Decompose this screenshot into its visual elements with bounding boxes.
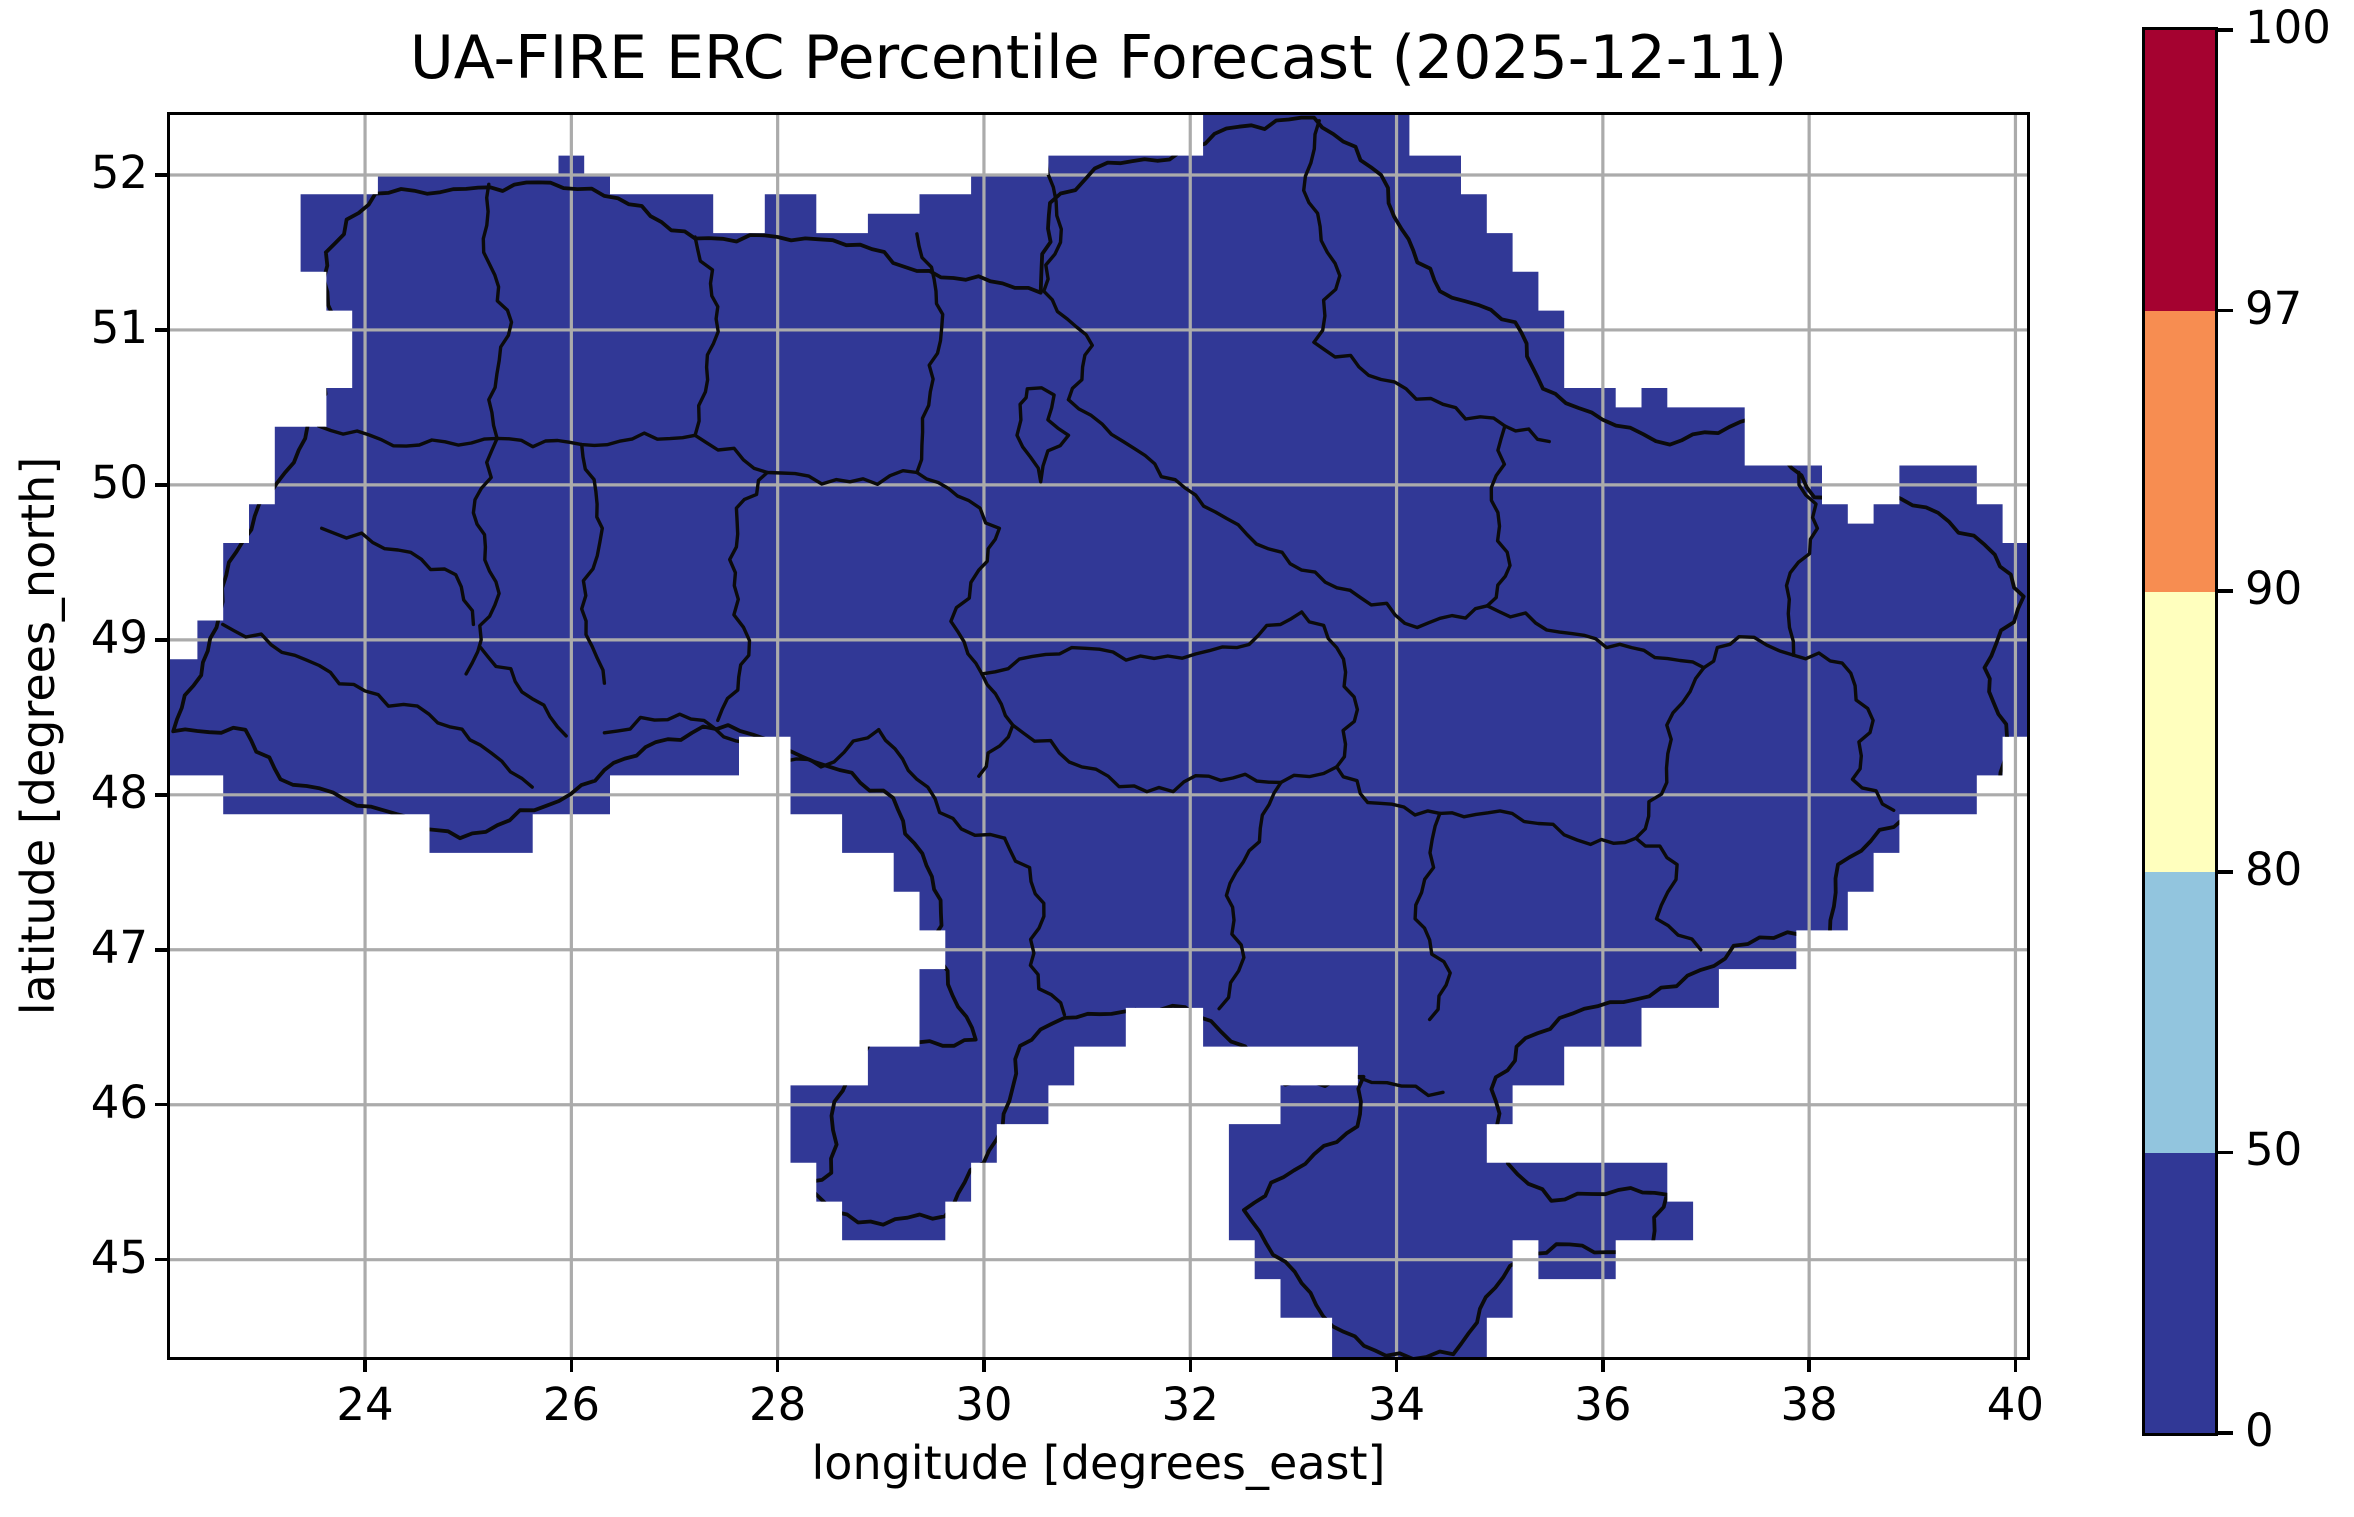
country-border-line xyxy=(170,115,2026,1357)
oblast-boundary-line xyxy=(979,609,1303,676)
y-tick-mark xyxy=(155,793,170,797)
y-tick-mark xyxy=(155,638,170,642)
colorbar-tick-mark xyxy=(2218,870,2233,874)
x-tick-mark xyxy=(1394,1357,1399,1372)
oblast-boundary-line xyxy=(692,234,720,437)
x-tick-label: 28 xyxy=(749,1378,807,1431)
map-axes xyxy=(166,111,2030,1360)
y-tick-mark xyxy=(155,1257,170,1262)
x-tick-label: 36 xyxy=(1574,1378,1632,1431)
y-tick-label: 46 xyxy=(90,1075,148,1129)
ukraine-map-canvas xyxy=(169,114,2027,1357)
oblast-boundary-line xyxy=(876,727,1006,840)
oblast-boundary-line xyxy=(914,231,944,474)
colorbar-segment xyxy=(2145,1152,2215,1434)
x-tick-mark xyxy=(2013,1357,2018,1372)
y-tick-label: 51 xyxy=(90,300,148,354)
x-tick-label: 34 xyxy=(1367,1378,1426,1431)
oblast-boundary-line xyxy=(1334,764,1638,846)
oblast-boundary-line xyxy=(1347,588,1489,629)
oblast-boundary-line xyxy=(692,433,919,486)
oblast-boundary-line xyxy=(1066,397,1352,592)
oblast-boundary-line xyxy=(1633,665,1706,840)
oblast-boundary-line xyxy=(1791,650,1895,812)
oblast-boundary-line xyxy=(220,622,534,789)
x-axis-label: longitude [degrees_east] xyxy=(811,1436,1386,1490)
y-tick-label: 50 xyxy=(90,455,148,509)
x-tick-mark xyxy=(775,1357,780,1372)
oblast-boundary-line xyxy=(1784,470,1819,657)
oblast-boundary-line xyxy=(715,470,769,722)
colorbar-tick-mark xyxy=(2218,308,2233,313)
oblast-boundary-line xyxy=(1041,157,1094,401)
oblast-boundary-line xyxy=(1311,340,1551,443)
oblast-boundary-line xyxy=(316,423,697,448)
x-tick-label: 26 xyxy=(542,1378,600,1431)
x-tick-label: 32 xyxy=(1161,1378,1219,1431)
oblast-boundary-line xyxy=(1216,780,1283,1010)
x-tick-label: 38 xyxy=(1780,1378,1838,1431)
x-tick-mark xyxy=(363,1357,367,1372)
x-tick-label: 40 xyxy=(1986,1378,2045,1431)
oblast-boundary-line xyxy=(319,526,475,626)
y-tick-label: 47 xyxy=(90,920,148,974)
y-tick-mark xyxy=(155,173,170,177)
admin-boundaries xyxy=(170,115,2026,1357)
y-tick-mark xyxy=(155,328,170,332)
colorbar-segment xyxy=(2145,310,2215,592)
colorbar-tick-label: 80 xyxy=(2245,842,2303,896)
colorbar-segment xyxy=(2145,871,2215,1153)
colorbar-tick-mark xyxy=(2218,28,2233,32)
colorbar-tick-label: 97 xyxy=(2245,281,2303,335)
y-axis-label: latitude [degrees_north] xyxy=(11,456,65,1016)
x-tick-mark xyxy=(1807,1357,1811,1372)
oblast-boundary-line xyxy=(1412,811,1452,1021)
x-tick-mark xyxy=(569,1357,574,1372)
colorbar-tick-label: 0 xyxy=(2245,1404,2274,1457)
oblast-boundary-line xyxy=(1010,722,1338,793)
oblast-boundary-line xyxy=(481,182,513,440)
oblast-boundary-line xyxy=(1485,603,1706,669)
colorbar-tick-mark xyxy=(2218,1150,2233,1155)
oblast-boundary-line xyxy=(1299,609,1359,769)
colorbar-segment xyxy=(2145,591,2215,873)
colorbar-tick-mark xyxy=(2218,1431,2233,1435)
ukraine-raster-fill xyxy=(169,114,2027,1357)
colorbar-tick-label: 50 xyxy=(2245,1123,2303,1177)
y-tick-mark xyxy=(155,483,170,487)
colorbar xyxy=(2142,27,2218,1436)
x-tick-mark xyxy=(1601,1357,1605,1372)
page-title: UA-FIRE ERC Percentile Forecast (2025-12… xyxy=(409,23,1788,93)
x-tick-label: 24 xyxy=(336,1378,394,1431)
x-tick-mark xyxy=(1188,1357,1192,1372)
oblast-boundary-line xyxy=(579,442,606,685)
oblast-boundary-line xyxy=(1355,1074,1445,1097)
colorbar-tick-label: 100 xyxy=(2245,1,2331,54)
y-tick-label: 45 xyxy=(90,1230,148,1284)
oblast-boundary-line xyxy=(1301,118,1341,344)
y-tick-label: 48 xyxy=(90,765,148,819)
y-tick-mark xyxy=(155,1102,170,1107)
gridlines xyxy=(169,114,2027,1357)
y-tick-label: 49 xyxy=(90,610,148,664)
colorbar-segment xyxy=(2145,30,2215,312)
y-tick-mark xyxy=(155,948,170,952)
y-tick-label: 52 xyxy=(90,145,148,199)
oblast-boundary-line xyxy=(914,470,1001,676)
oblast-boundary-line xyxy=(1002,836,1066,1016)
oblast-boundary-line xyxy=(1485,423,1512,607)
oblast-boundary-line xyxy=(478,645,568,738)
x-tick-mark xyxy=(982,1357,986,1372)
oblast-boundary-line xyxy=(463,436,501,676)
colorbar-tick-mark xyxy=(2218,589,2233,593)
colorbar-tick-label: 90 xyxy=(2245,562,2303,616)
x-tick-label: 30 xyxy=(955,1378,1013,1431)
oblast-boundary-line xyxy=(1633,836,1702,951)
oblast-boundary-line xyxy=(1701,634,1795,669)
kyiv-city-boundary xyxy=(1014,385,1070,483)
